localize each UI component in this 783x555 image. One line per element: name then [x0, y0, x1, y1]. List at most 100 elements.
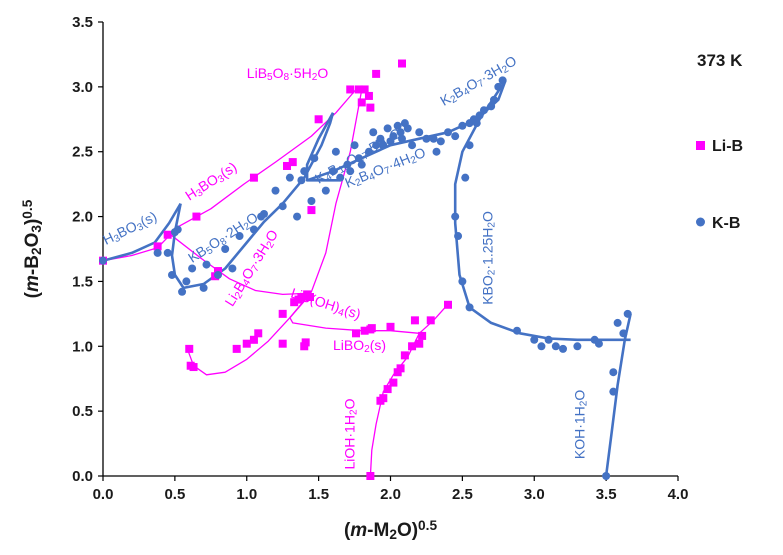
phase-label-libo2: LiBO2(s): [333, 337, 386, 355]
k-b-data-point: [379, 141, 388, 150]
k-b-data-point: [346, 167, 355, 176]
li-b-data-point: [297, 292, 306, 301]
k-b-data-point: [451, 132, 460, 141]
k-b-data-point: [369, 128, 378, 137]
li-b-data-point: [360, 85, 369, 94]
k-b-data-point: [436, 137, 445, 146]
k-b-data-point: [376, 134, 385, 143]
k-b-data-point: [559, 344, 567, 353]
k-b-data-point: [297, 176, 306, 185]
k-b-data-point: [260, 209, 268, 218]
k-b-data-point: [396, 128, 405, 137]
li-b-boundary-curve: [185, 89, 363, 376]
phase-label-libo58: LiB5O8·5H2O: [247, 65, 329, 83]
k-b-data-point: [609, 387, 618, 396]
li-b-data-point: [290, 298, 299, 307]
k-b-data-point: [321, 186, 330, 195]
x-tick-label: 1.0: [236, 486, 257, 503]
x-axis-title: (m-M2O)0.5: [344, 518, 438, 542]
k-b-data-point: [188, 264, 197, 273]
k-b-data-point: [214, 270, 222, 279]
li-b-data-point: [185, 344, 194, 353]
y-tick-label: 1.0: [72, 338, 93, 355]
li-b-data-point: [163, 230, 172, 239]
x-tick-label: 3.5: [596, 486, 617, 503]
k-b-data-point: [389, 132, 398, 141]
k-b-data-point: [458, 121, 467, 130]
k-b-data-point: [235, 232, 244, 241]
li-b-data-point: [283, 161, 291, 170]
li-b-boundary-curve: [170, 234, 312, 296]
k-b-data-point: [530, 335, 539, 344]
y-tick-label: 2.0: [72, 209, 93, 226]
k-b-boundary-curve: [170, 112, 335, 290]
li-b-data-point: [366, 103, 375, 112]
li-b-boundary-curve: [177, 89, 357, 228]
k-b-data-point: [249, 225, 258, 234]
k-b-data-point: [398, 134, 406, 143]
k-b-data-point: [544, 335, 553, 344]
phase-label-li2b4o7: Li2B4O7·3H2O: [221, 227, 283, 311]
k-b-data-point: [472, 119, 481, 128]
k-b-data-point: [228, 264, 237, 273]
k-b-data-point: [461, 173, 470, 182]
legend-k-b-label: K-B: [712, 215, 740, 232]
k-b-data-point: [613, 318, 622, 327]
phase-label-lioh: LiOH·1H2O: [342, 398, 360, 469]
k-b-data-point: [551, 342, 560, 351]
li-b-data-point: [396, 364, 405, 373]
phase-label-kbo2: KBO2·1.25H2O: [480, 211, 498, 305]
phase-label-koh: KOH·1H2O: [572, 390, 590, 460]
legend-li-b-marker: [696, 141, 705, 150]
k-b-data-point: [310, 154, 319, 163]
li-b-data-point: [189, 363, 198, 372]
y-tick-label: 2.5: [72, 144, 93, 161]
k-b-data-point: [454, 232, 463, 241]
temperature-label: 373 K: [697, 51, 743, 70]
k-b-data-point: [99, 256, 107, 265]
li-b-data-point: [426, 316, 435, 325]
k-b-boundary-curve: [604, 313, 632, 477]
li-b-data-point: [242, 339, 251, 348]
k-b-data-point: [513, 326, 521, 335]
li-b-data-point: [354, 85, 363, 94]
li-b-data-point: [153, 242, 162, 251]
data-points: [99, 59, 632, 480]
k-b-data-point: [487, 102, 496, 111]
k-b-data-point: [372, 141, 381, 150]
li-b-data-point: [364, 91, 373, 100]
li-b-data-point: [383, 385, 392, 394]
k-b-data-point: [465, 141, 474, 150]
li-b-data-point: [444, 300, 452, 309]
li-b-data-point: [418, 331, 427, 340]
li-b-data-point: [232, 344, 241, 353]
k-b-data-point: [331, 147, 340, 156]
k-b-data-point: [178, 287, 187, 296]
k-b-data-point: [278, 202, 287, 211]
y-tick-label: 3.5: [72, 14, 93, 31]
li-b-data-point: [306, 292, 314, 301]
legend-li-b-label: Li-B: [712, 138, 743, 155]
x-tick-label: 0.5: [164, 486, 185, 503]
li-b-data-point: [314, 115, 323, 124]
k-b-data-point: [573, 342, 582, 351]
li-b-data-point: [389, 378, 398, 387]
k-b-data-point: [465, 303, 474, 312]
k-b-data-point: [336, 173, 345, 182]
k-b-data-point: [357, 160, 366, 169]
k-b-data-point: [458, 277, 467, 286]
k-b-data-point: [354, 154, 363, 163]
li-b-data-point: [372, 69, 381, 78]
y-axis-title: (m-B2O3)0.5: [20, 199, 44, 298]
k-b-data-point: [168, 270, 176, 279]
li-b-data-point: [415, 339, 424, 348]
li-b-data-point: [398, 59, 406, 68]
k-b-data-point: [173, 225, 182, 234]
li-b-data-point: [254, 329, 263, 338]
legend-k-b-marker: [696, 217, 705, 227]
k-b-data-point: [163, 248, 172, 257]
li-b-data-point: [301, 338, 310, 347]
k-b-data-point: [307, 197, 316, 206]
k-b-data-point: [300, 167, 309, 176]
